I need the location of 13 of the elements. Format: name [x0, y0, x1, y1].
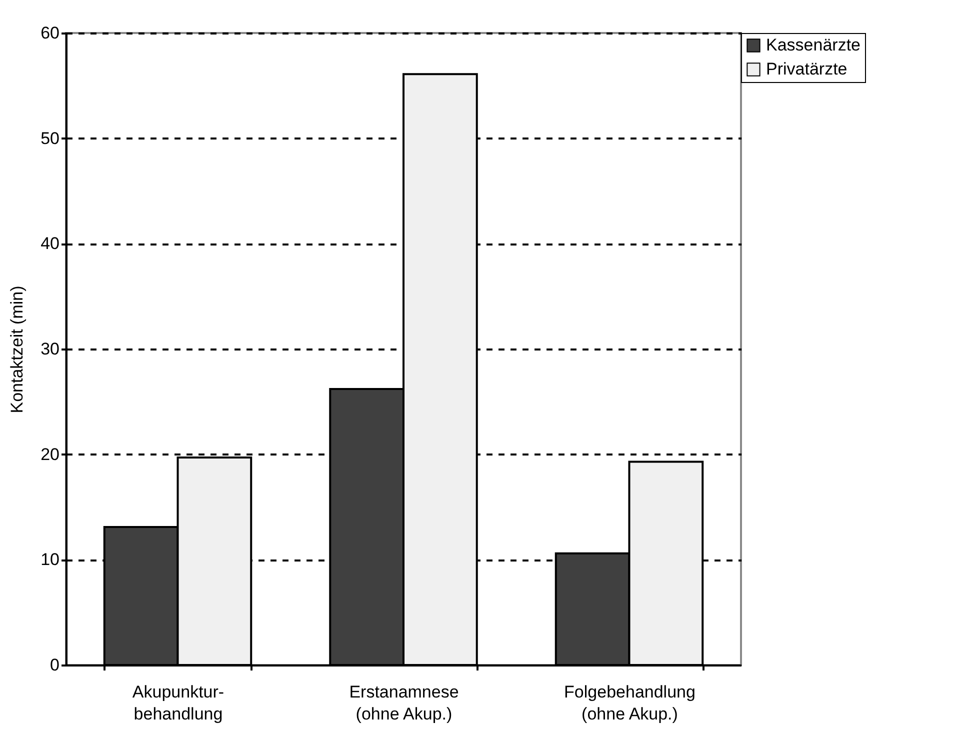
- x-tick-label: Akupunktur- behandlung: [132, 682, 224, 724]
- legend-label: Kassenärzte: [766, 36, 860, 54]
- x-tick-label: Folgebehandlung (ohne Akup.): [564, 682, 696, 724]
- y-tick-label: 40: [40, 234, 60, 254]
- y-tick-label: 10: [40, 550, 60, 570]
- legend-label: Privatärzte: [766, 60, 848, 78]
- y-tick-label: 50: [40, 128, 60, 148]
- y-tick-label: 20: [40, 444, 60, 464]
- y-axis-title: Kontaktzeit (min): [8, 286, 27, 414]
- y-tick-label: 60: [40, 24, 60, 42]
- y-tick-label: 0: [50, 656, 60, 674]
- y-tick-label: 30: [40, 340, 60, 358]
- x-tick-label: Erstanamnese (ohne Akup.): [349, 682, 459, 724]
